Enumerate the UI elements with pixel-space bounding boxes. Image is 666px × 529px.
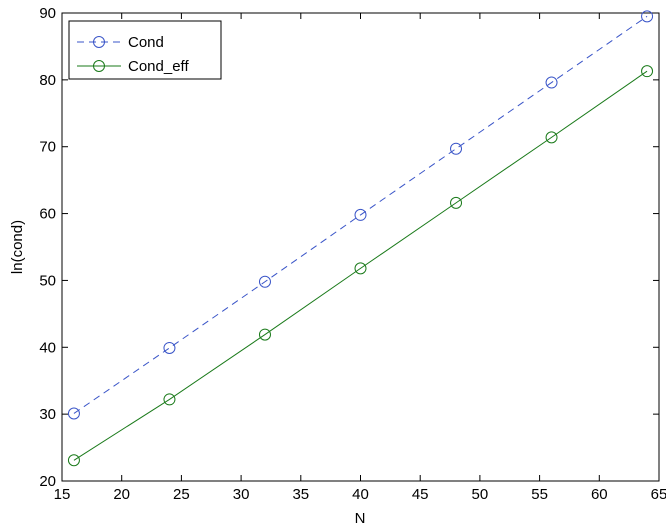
legend-marker <box>93 36 105 48</box>
x-axis-label: N <box>355 510 366 527</box>
y-axis: 20 30 40 50 60 70 80 90 <box>39 5 659 490</box>
series-cond <box>67 10 654 420</box>
series-layer <box>67 10 654 467</box>
data-point <box>354 208 367 221</box>
x-tick-label: 40 <box>352 486 369 503</box>
x-tick-label: 50 <box>472 486 489 503</box>
legend-label: Cond_eff <box>128 58 189 75</box>
x-tick-label: 45 <box>412 486 429 503</box>
y-tick-label: 90 <box>39 5 56 22</box>
y-tick-label: 40 <box>39 339 56 356</box>
data-point <box>67 407 80 420</box>
x-tick-label: 65 <box>651 486 666 503</box>
data-point <box>258 275 271 288</box>
series-line <box>73 70 648 461</box>
y-tick-label: 20 <box>39 473 56 490</box>
data-point <box>641 10 654 23</box>
series-line <box>73 15 648 414</box>
y-tick-label: 80 <box>39 72 56 89</box>
data-point <box>450 196 463 209</box>
data-point <box>450 142 463 155</box>
x-tick-label: 15 <box>54 486 71 503</box>
series-cond-eff <box>67 65 654 467</box>
plot-area <box>61 12 660 482</box>
data-point <box>258 328 271 341</box>
data-point <box>545 131 558 144</box>
data-point <box>545 76 558 89</box>
x-tick-label: 60 <box>591 486 608 503</box>
data-point <box>163 393 176 406</box>
data-point <box>163 341 176 354</box>
x-tick-label: 25 <box>173 486 190 503</box>
legend-label: Cond <box>128 34 164 51</box>
y-axis-label: ln(cond) <box>9 220 26 274</box>
data-point <box>67 454 80 467</box>
data-point <box>641 65 654 78</box>
x-tick-label: 35 <box>292 486 309 503</box>
x-tick-label: 20 <box>113 486 130 503</box>
y-tick-label: 50 <box>39 272 56 289</box>
x-tick-label: 55 <box>531 486 548 503</box>
data-point <box>354 262 367 275</box>
x-axis: 15 20 25 30 35 40 45 50 55 60 65 <box>54 13 666 503</box>
y-tick-label: 30 <box>39 406 56 423</box>
legend-marker <box>93 60 105 72</box>
x-tick-label: 30 <box>233 486 250 503</box>
legend: Cond Cond_eff <box>68 20 222 80</box>
y-tick-label: 70 <box>39 139 56 156</box>
y-tick-label: 60 <box>39 206 56 223</box>
